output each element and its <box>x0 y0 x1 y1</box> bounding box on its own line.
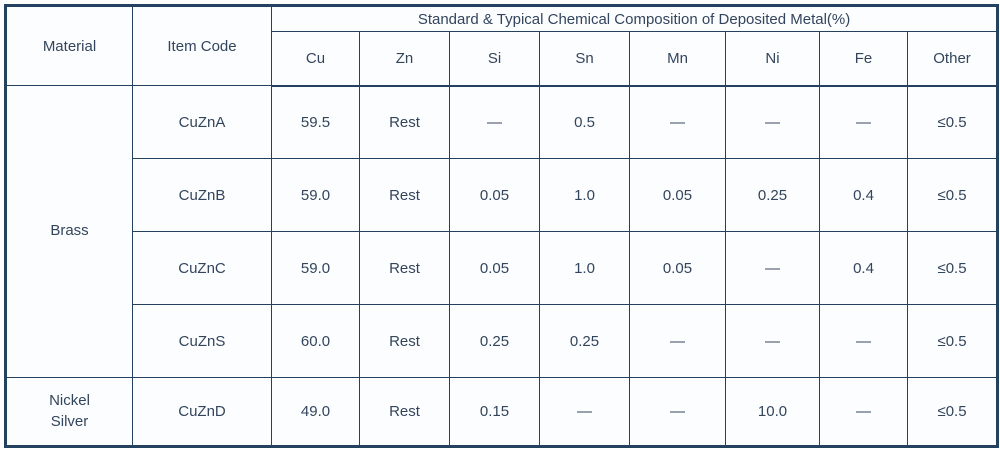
value-cu: 59.0 <box>271 231 360 305</box>
value-mn: — <box>629 85 726 159</box>
value-mn: 0.05 <box>629 158 726 232</box>
value-sn: 0.5 <box>539 85 630 159</box>
table-row: CuZnC 59.0 Rest 0.05 1.0 0.05 — 0.4 ≤0.5 <box>6 231 999 305</box>
item-code-cell: CuZnB <box>132 158 272 232</box>
header-material-label: Material <box>42 37 97 55</box>
header-element-si: Si <box>449 31 540 87</box>
value-zn: Rest <box>359 85 450 159</box>
value-sn: 0.25 <box>539 304 630 378</box>
value-cu: 49.0 <box>271 377 360 447</box>
header-element-ni: Ni <box>725 31 820 87</box>
value-other: ≤0.5 <box>906 377 999 447</box>
material-group-brass-cell: Brass <box>5 85 133 378</box>
value-si: 0.15 <box>449 377 540 447</box>
value-cu: 59.0 <box>271 158 360 232</box>
value-fe: — <box>819 304 908 378</box>
material-group-label: Brass <box>50 222 89 240</box>
value-zn: Rest <box>359 231 450 305</box>
material-group-label: Nickel Silver <box>49 392 90 430</box>
header-element-fe: Fe <box>819 31 908 87</box>
table-row: CuZnS 60.0 Rest 0.25 0.25 — — — ≤0.5 <box>6 304 999 378</box>
header-item-code-cell: Item Code <box>132 5 272 86</box>
header-material-cell: Material <box>5 5 133 86</box>
table-row: Brass CuZnA 59.5 Rest — 0.5 — — — ≤0.5 <box>5 85 999 378</box>
value-zn: Rest <box>359 377 450 447</box>
value-mn: — <box>629 377 726 447</box>
value-cu: 59.5 <box>271 85 360 159</box>
value-si: 0.05 <box>449 158 540 232</box>
table-row: CuZnB 59.0 Rest 0.05 1.0 0.05 0.25 0.4 ≤… <box>6 158 999 232</box>
value-fe: — <box>819 85 908 159</box>
item-code-cell: CuZnC <box>132 231 272 305</box>
value-mn: 0.05 <box>629 231 726 305</box>
composition-table: Material Item Code Standard & Typical Ch… <box>4 4 1000 448</box>
value-zn: Rest <box>359 158 450 232</box>
value-other: ≤0.5 <box>906 85 999 159</box>
value-other: ≤0.5 <box>906 231 999 305</box>
value-si: 0.05 <box>449 231 540 305</box>
value-sn: — <box>539 377 630 447</box>
value-si: — <box>449 85 540 159</box>
value-mn: — <box>629 304 726 378</box>
table-row: Nickel Silver CuZnD 49.0 Rest 0.15 — — 1… <box>5 377 999 447</box>
header-element-other: Other <box>906 31 999 87</box>
header-elements-row: Cu Zn Si Sn Mn Ni Fe Other <box>6 31 999 87</box>
value-other: ≤0.5 <box>906 158 999 232</box>
value-fe: 0.4 <box>819 231 908 305</box>
header-element-zn: Zn <box>359 31 450 87</box>
header-composition-title-cell: Standard & Typical Chemical Composition … <box>270 5 999 32</box>
value-si: 0.25 <box>449 304 540 378</box>
value-sn: 1.0 <box>539 231 630 305</box>
value-other: ≤0.5 <box>906 304 999 378</box>
header-element-mn: Mn <box>629 31 726 87</box>
value-cu: 60.0 <box>271 304 360 378</box>
value-zn: Rest <box>359 304 450 378</box>
composition-title-label: Standard & Typical Chemical Composition … <box>417 10 851 28</box>
item-code-cell: CuZnD <box>132 377 272 447</box>
header-element-cu: Cu <box>271 31 360 87</box>
item-code-cell: CuZnS <box>132 304 272 378</box>
header-title-row: Material Item Code Standard & Typical Ch… <box>5 5 999 86</box>
value-sn: 1.0 <box>539 158 630 232</box>
material-group-nickel-silver-cell: Nickel Silver <box>5 377 133 447</box>
value-ni: — <box>725 231 820 305</box>
value-ni: 0.25 <box>725 158 820 232</box>
header-item-code-label: Item Code <box>167 37 237 55</box>
item-code-cell: CuZnA <box>132 85 272 159</box>
value-ni: 10.0 <box>725 377 820 447</box>
value-fe: — <box>819 377 908 447</box>
value-ni: — <box>725 304 820 378</box>
value-fe: 0.4 <box>819 158 908 232</box>
header-element-sn: Sn <box>539 31 630 87</box>
value-ni: — <box>725 85 820 159</box>
